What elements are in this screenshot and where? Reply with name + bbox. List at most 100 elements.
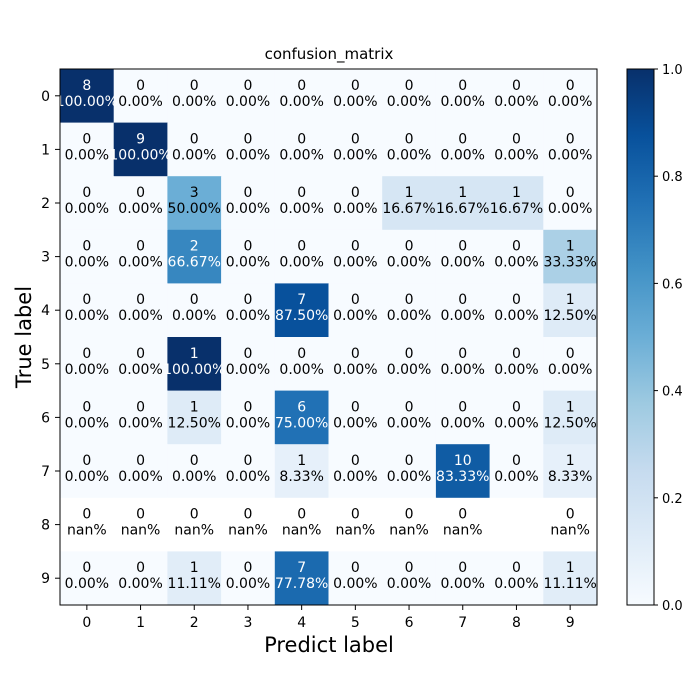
- cell-percent-label: 0.00%: [65, 415, 109, 431]
- cell-count-label: 0: [458, 399, 467, 415]
- cell-percent-label: 0.00%: [118, 362, 162, 378]
- cell-percent-label: 0.00%: [226, 415, 270, 431]
- heatmap-cell: [328, 551, 383, 606]
- cell-count-label: 0: [243, 78, 252, 94]
- cell-count-label: 1: [297, 453, 306, 469]
- x-tick-label: 3: [243, 615, 252, 631]
- cell-percent-label: 75.00%: [275, 415, 328, 431]
- heatmap-cell: [221, 69, 276, 124]
- heatmap-cell: [543, 444, 598, 499]
- cell-percent-label: 11.11%: [543, 576, 596, 592]
- heatmap-cell: [382, 444, 437, 499]
- colorbar-tick-label: 0.6: [662, 277, 683, 292]
- cell-count-label: 0: [136, 346, 145, 362]
- cell-count-label: 0: [512, 399, 521, 415]
- chart-title: confusion_matrix: [265, 45, 394, 64]
- heatmap-cell: [489, 176, 544, 231]
- cell-percent-label: nan%: [121, 523, 161, 539]
- heatmap-cell: [543, 390, 598, 445]
- cell-percent-label: 0.00%: [494, 94, 538, 110]
- cell-percent-label: 8.33%: [279, 469, 323, 485]
- cell-percent-label: 16.67%: [436, 201, 489, 217]
- heatmap-cell: [489, 69, 544, 124]
- cell-count-label: 0: [512, 239, 521, 255]
- heatmap-cell: [113, 390, 168, 445]
- heatmap-cell: [60, 122, 115, 177]
- cell-percent-label: 0.00%: [118, 308, 162, 324]
- y-tick-label: 8: [41, 518, 50, 534]
- y-tick-label: 7: [41, 464, 50, 480]
- y-tick-label: 4: [41, 303, 50, 319]
- heatmap-cell: [274, 229, 329, 284]
- heatmap-cell: [60, 551, 115, 606]
- cell-percent-label: 0.00%: [65, 576, 109, 592]
- cell-percent-label: 0.00%: [333, 415, 377, 431]
- heatmap-cell: [489, 337, 544, 392]
- cell-percent-label: 0.00%: [387, 469, 431, 485]
- cell-count-label: 7: [297, 292, 306, 308]
- heatmap-cell: [221, 122, 276, 177]
- cell-count-label: 0: [405, 131, 414, 147]
- heatmap-cell: [60, 497, 115, 552]
- heatmap-cell: [382, 283, 437, 338]
- heatmap-cell: [435, 551, 491, 606]
- heatmap-cell: [543, 176, 598, 231]
- cell-count-label: 0: [136, 507, 145, 523]
- x-tick-label: 4: [297, 615, 306, 631]
- heatmap-cell: [435, 229, 491, 284]
- heatmap-cell: [221, 497, 276, 552]
- heatmap-cell: [274, 69, 329, 124]
- heatmap-cell: [60, 390, 115, 445]
- cell-percent-label: 0.00%: [441, 94, 485, 110]
- heatmap-cell: [435, 497, 491, 552]
- cell-count-label: 0: [297, 346, 306, 362]
- cell-percent-label: 0.00%: [333, 576, 377, 592]
- cell-count-label: 0: [351, 453, 360, 469]
- heatmap-cell: [382, 122, 437, 177]
- cell-percent-label: 0.00%: [226, 469, 270, 485]
- cell-count-label: 1: [566, 239, 575, 255]
- cell-count-label: 0: [405, 507, 414, 523]
- cell-count-label: 0: [190, 507, 199, 523]
- cell-percent-label: 0.00%: [226, 201, 270, 217]
- cell-percent-label: 100.00%: [56, 94, 118, 110]
- cell-percent-label: 11.11%: [168, 576, 221, 592]
- cell-percent-label: 66.67%: [168, 255, 221, 271]
- cell-count-label: 6: [297, 399, 306, 415]
- cell-count-label: 0: [405, 346, 414, 362]
- cell-percent-label: 0.00%: [548, 147, 592, 163]
- heatmap-cell: [113, 122, 168, 177]
- cell-count-label: 3: [190, 185, 199, 201]
- cell-percent-label: 0.00%: [494, 576, 538, 592]
- heatmap-cell: [328, 283, 383, 338]
- cell-percent-label: 0.00%: [441, 576, 485, 592]
- cell-count-label: 0: [243, 131, 252, 147]
- heatmap-cell: [113, 69, 168, 124]
- cell-percent-label: nan%: [336, 523, 376, 539]
- cell-count-label: 0: [190, 292, 199, 308]
- cell-count-label: 7: [297, 560, 306, 576]
- heatmap-cell: [60, 229, 115, 284]
- cell-percent-label: 16.67%: [382, 201, 435, 217]
- heatmap-cell: [167, 229, 222, 284]
- heatmap-cell: [328, 69, 383, 124]
- y-axis-label: True label: [12, 286, 36, 389]
- cell-count-label: 2: [190, 239, 199, 255]
- cell-count-label: 1: [190, 560, 199, 576]
- heatmap-cell: [543, 122, 598, 177]
- cell-count-label: 0: [190, 453, 199, 469]
- heatmap-cell: [167, 337, 222, 392]
- cell-percent-label: 50.00%: [168, 201, 221, 217]
- cell-count-label: 0: [136, 185, 145, 201]
- cell-percent-label: 0.00%: [494, 255, 538, 271]
- cell-count-label: 0: [136, 239, 145, 255]
- cell-percent-label: 100.00%: [163, 362, 225, 378]
- heatmap-cell: [543, 551, 598, 606]
- heatmap-cell: [113, 497, 168, 552]
- cell-count-label: 0: [351, 560, 360, 576]
- heatmap-cell: [489, 444, 544, 499]
- cell-percent-label: 0.00%: [548, 94, 592, 110]
- heatmap-cell: [328, 390, 383, 445]
- heatmap-cell: [221, 551, 276, 606]
- cell-count-label: 0: [82, 399, 91, 415]
